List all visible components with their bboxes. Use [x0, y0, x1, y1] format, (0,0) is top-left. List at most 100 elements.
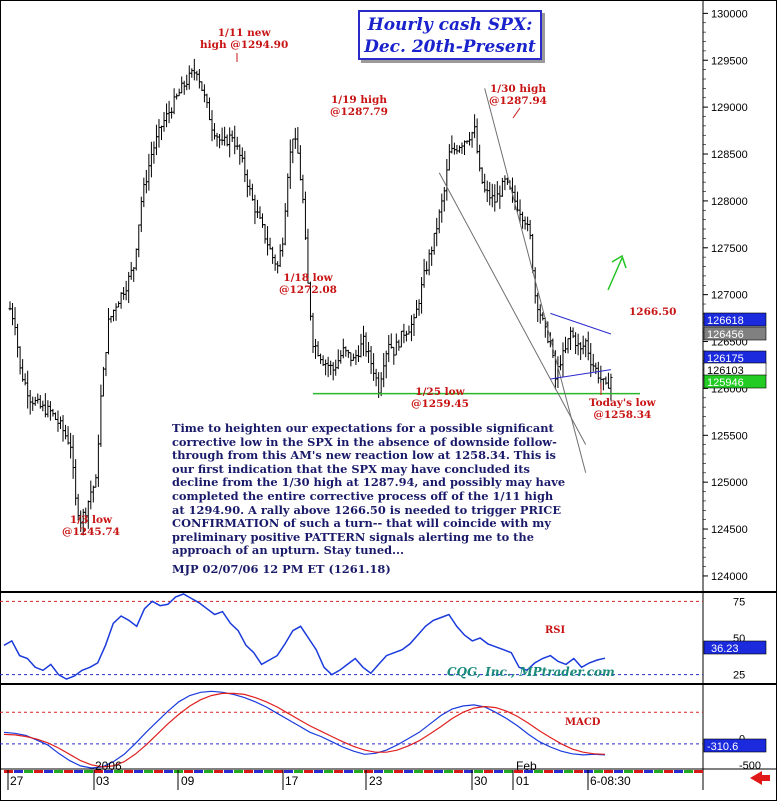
time-axis-segment	[124, 770, 133, 773]
arrow-up-icon	[611, 254, 627, 269]
channel-lower-line	[438, 172, 587, 445]
time-axis-segment	[574, 770, 583, 773]
commentary-text: Time to heighten our expectations for a …	[172, 421, 566, 558]
channel-upper-line	[484, 88, 587, 473]
time-axis-segment	[284, 770, 293, 773]
time-axis-segment	[164, 770, 173, 773]
price-box-label: 126175	[707, 353, 744, 365]
chart-credit: CQG, Inc., MPtrader.com	[447, 665, 615, 679]
time-axis-label: 01	[516, 774, 530, 788]
time-axis-segment	[694, 770, 703, 773]
time-axis-label: 27	[10, 774, 24, 788]
time-axis-segment	[534, 770, 543, 773]
annotation-1-25-low: 1/25 low @1259.45	[411, 386, 469, 410]
time-axis-segment	[334, 770, 343, 773]
triangle-lower-line	[550, 369, 612, 380]
time-axis-segment	[194, 770, 203, 773]
annotation-1-18-low: 1/18 low @1272.08	[279, 272, 337, 296]
time-axis-segment	[134, 770, 143, 773]
price-box	[703, 312, 767, 327]
time-axis-segment	[614, 770, 623, 773]
price-box-label: 126103	[707, 365, 744, 377]
time-axis-segment	[344, 770, 353, 773]
time-axis-segment	[144, 770, 153, 773]
time-axis-segment	[254, 770, 263, 773]
time-axis-label: 6-08:30	[590, 774, 631, 788]
time-axis-segment	[424, 770, 433, 773]
time-axis-segment	[604, 770, 613, 773]
time-axis-segment	[404, 770, 413, 773]
price-y-tick-label: 125000	[711, 477, 748, 489]
annotation-pointer	[512, 107, 521, 119]
time-axis-segment	[374, 770, 383, 773]
annotation-1-3-low: 1/3 low @1245.74	[62, 514, 120, 538]
price-y-tick-label: 124500	[711, 524, 748, 536]
time-axis-segment	[264, 770, 273, 773]
time-axis-segment	[64, 770, 73, 773]
annotation-1-19-high: 1/19 high @1287.79	[330, 94, 388, 118]
time-axis-segment	[654, 770, 663, 773]
rsi-y-tick-label: 25	[733, 670, 745, 682]
time-axis-segment	[204, 770, 213, 773]
price-y-tick-label: 128500	[711, 149, 748, 161]
time-axis-segment	[14, 770, 23, 773]
time-axis-segment	[44, 770, 53, 773]
time-axis-segment	[394, 770, 403, 773]
time-axis-segment	[274, 770, 283, 773]
time-axis-segment	[294, 770, 303, 773]
macd-y-tick-label: -500	[739, 760, 761, 772]
time-axis-segment	[644, 770, 653, 773]
time-axis-label: Feb	[516, 759, 537, 773]
time-axis-label: 17	[285, 774, 299, 788]
chart-title-box: Hourly cash SPX: Dec. 20th-Present	[358, 10, 542, 60]
time-axis-label: 2006	[95, 759, 122, 773]
price-box	[703, 326, 767, 341]
annotation-1-11-high: 1/11 new high @1294.90	[200, 27, 289, 51]
time-axis-segment	[244, 770, 253, 773]
time-axis-segment	[314, 770, 323, 773]
time-axis-label: 03	[96, 774, 110, 788]
time-axis-segment	[74, 770, 83, 773]
price-y-tick-label: 128000	[711, 196, 748, 208]
time-axis-segment	[414, 770, 423, 773]
time-axis-segment	[514, 770, 523, 773]
annotation-1266-50: 1266.50	[629, 306, 677, 318]
triangle-upper-line	[550, 312, 612, 335]
rsi-label: RSI	[545, 625, 566, 636]
price-y-tick-label: 127500	[711, 243, 748, 255]
time-axis-segment	[104, 770, 113, 773]
time-axis-segment	[624, 770, 633, 773]
time-axis-segment	[94, 770, 103, 773]
macd-line	[3, 690, 606, 769]
time-axis-segment	[434, 770, 443, 773]
price-y-tick-label: 127000	[711, 290, 748, 302]
rsi-line	[3, 593, 606, 680]
annotation-todays-low: Today's low @1258.34	[589, 397, 656, 421]
time-axis-segment	[504, 770, 513, 773]
time-axis-segment	[444, 770, 453, 773]
time-axis-segment	[304, 770, 313, 773]
chart-title-line1: Hourly cash SPX:	[367, 15, 533, 35]
time-axis-segment	[184, 770, 193, 773]
time-axis-label: 09	[181, 774, 195, 788]
time-axis-label: 30	[474, 774, 488, 788]
time-axis-segment	[84, 770, 93, 773]
price-y-tick-label: 124000	[711, 571, 748, 583]
price-box-label: 126456	[707, 329, 744, 341]
annotation-1-30-high: 1/30 high @1287.94	[489, 83, 547, 107]
price-box-label: 125946	[707, 377, 744, 389]
time-axis-segment	[524, 770, 533, 773]
time-axis-segment	[34, 770, 43, 773]
time-axis-segment	[364, 770, 373, 773]
time-axis-segment	[594, 770, 603, 773]
scroll-left-arrow-icon[interactable]	[750, 771, 770, 785]
time-axis-segment	[484, 770, 493, 773]
time-axis-segment	[54, 770, 63, 773]
time-axis-segment	[154, 770, 163, 773]
arrow-up-icon	[607, 257, 623, 291]
time-axis-segment	[674, 770, 683, 773]
time-axis-segment	[494, 770, 503, 773]
time-axis-segment	[324, 770, 333, 773]
